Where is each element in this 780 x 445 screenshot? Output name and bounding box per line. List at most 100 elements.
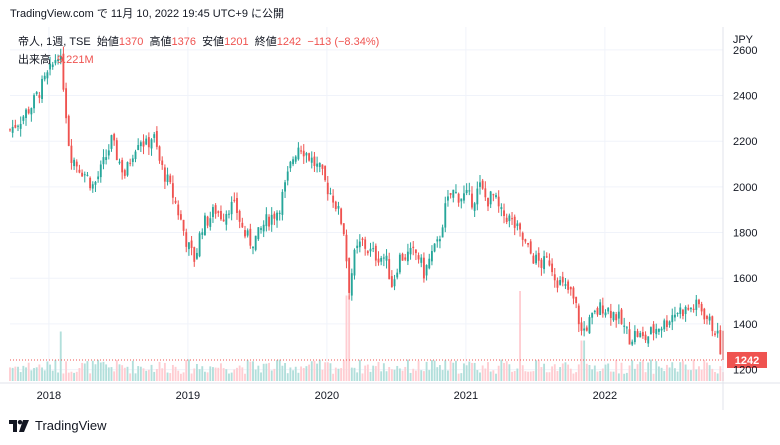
volume-bar	[580, 340, 583, 381]
volume-bar	[316, 363, 319, 381]
volume-bar	[524, 371, 527, 381]
y-tick-label: 1400	[733, 319, 757, 331]
candle-body	[142, 141, 145, 147]
candle-body	[81, 172, 84, 177]
candle-body	[473, 203, 476, 211]
candle-body	[497, 196, 500, 207]
candle-body	[187, 242, 190, 250]
candle-body	[217, 211, 220, 213]
candle-body	[292, 159, 294, 165]
candle-body	[57, 59, 60, 62]
volume-bar	[310, 361, 313, 381]
volume-bar	[220, 363, 222, 381]
volume-bar	[449, 360, 452, 381]
volume-bar	[516, 368, 519, 381]
candle-body	[204, 215, 206, 236]
volume-bar	[326, 362, 329, 381]
volume-bar	[663, 371, 666, 381]
candle-body	[89, 177, 92, 189]
candle-body	[107, 150, 110, 156]
volume-bar	[292, 370, 294, 381]
volume-bar	[487, 362, 489, 381]
volume-bar	[647, 362, 650, 381]
volume-bar	[281, 365, 284, 381]
candle-body	[324, 166, 327, 181]
candle-body	[639, 332, 642, 338]
candle-body	[548, 260, 551, 266]
volume-bar	[620, 362, 623, 381]
candle-body	[540, 259, 543, 268]
candle-body	[19, 123, 22, 129]
candle-body	[334, 201, 337, 209]
volume-bar	[364, 365, 367, 381]
y-tick-label: 1600	[733, 273, 757, 285]
candle-body	[185, 232, 188, 247]
volume-bar	[529, 371, 532, 381]
volume-bar	[62, 373, 65, 381]
volume-bar	[67, 372, 70, 381]
candle-body	[406, 251, 409, 262]
volume-value: 9.221M	[57, 54, 94, 66]
candle-body	[220, 210, 222, 220]
volume-bar	[657, 366, 660, 381]
candle-body	[636, 331, 639, 337]
volume-bar	[254, 369, 257, 381]
candle-body	[329, 193, 332, 195]
volume-bar	[706, 362, 708, 381]
volume-bar	[676, 371, 679, 381]
candle-body	[444, 203, 447, 228]
volume-bar	[567, 364, 570, 381]
volume-bar	[265, 363, 268, 381]
volume-bar	[137, 366, 140, 381]
candle-body	[708, 316, 711, 321]
volume-bar	[404, 366, 407, 381]
candle-body	[393, 279, 396, 287]
volume-bar	[244, 373, 246, 381]
currency-label: JPY	[732, 34, 753, 46]
volume-bar	[460, 373, 463, 381]
candle-body	[99, 164, 102, 178]
volume-bar	[569, 368, 572, 381]
volume-bar	[468, 361, 471, 381]
candle-body	[398, 254, 401, 273]
candle-body	[161, 160, 164, 165]
volume-bar	[142, 368, 145, 381]
volume-bar	[527, 371, 529, 381]
x-tick-label: 2020	[315, 390, 339, 402]
candle-body	[543, 256, 546, 270]
candle-body	[564, 284, 567, 286]
volume-bar	[54, 360, 57, 381]
candle-body	[537, 252, 540, 261]
volume-bar	[129, 373, 132, 381]
price-chart[interactable]: 1242 1200 1400 1600 1800 2000 2200 2400 2600 201…	[0, 27, 780, 410]
candle-body	[439, 239, 441, 242]
chart-area[interactable]: 1242 1200 1400 1600 1800 2000 2200 2400 2600 201…	[0, 27, 780, 410]
candle-body	[676, 312, 679, 314]
candle-body	[318, 163, 321, 168]
volume-bar	[633, 368, 636, 381]
volume-bar	[444, 360, 447, 381]
volume-bar	[369, 371, 372, 381]
volume-bar	[350, 367, 353, 381]
volume-bar	[700, 369, 703, 381]
volume-bar	[147, 369, 150, 381]
candle-body	[195, 252, 198, 259]
candle-body	[366, 251, 369, 254]
volume-bar	[342, 360, 345, 381]
volume-bar	[262, 363, 265, 381]
volume-bar	[708, 365, 711, 381]
candle-body	[684, 306, 687, 315]
candle-body	[644, 334, 647, 341]
candle-body	[260, 228, 262, 230]
candle-body	[609, 310, 612, 319]
volume-bar	[505, 361, 508, 381]
volume-bar	[532, 371, 535, 381]
candle-body	[43, 75, 46, 80]
tradingview-logo[interactable]: TradingView	[9, 418, 107, 433]
candle-body	[131, 158, 134, 162]
candle-body	[110, 135, 113, 149]
candle-body	[177, 204, 180, 216]
candle-body	[105, 157, 108, 160]
candle-body	[593, 310, 596, 313]
volume-bar	[556, 371, 559, 381]
